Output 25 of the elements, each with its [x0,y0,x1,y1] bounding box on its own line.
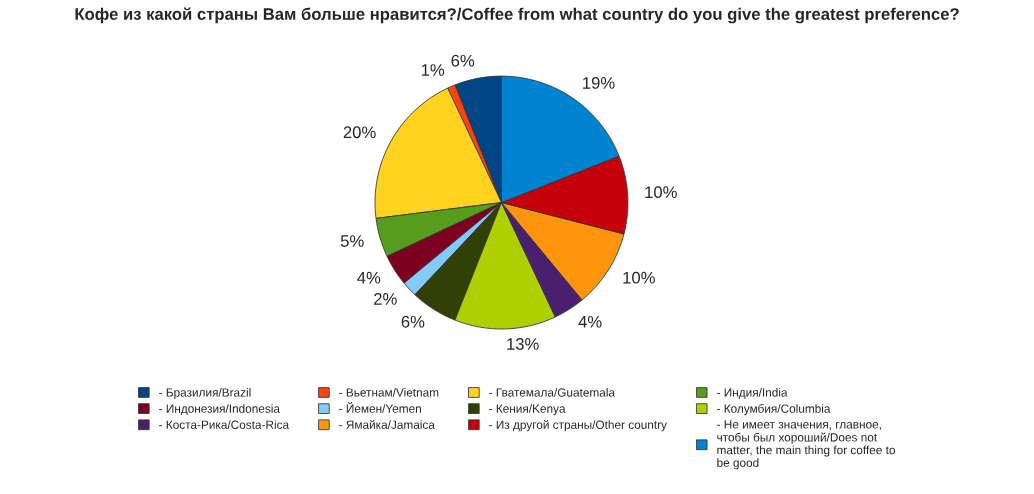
legend-label: - Вьетнам/Vietnam [339,387,439,397]
data-label: 4% [578,315,602,328]
data-label: 20% [343,126,376,139]
data-label: 19% [583,77,615,89]
legend-label: - Йемен/Yemen [339,402,421,413]
legend-label: - Не имеет значения, главное, чтобы был хороший/Does not matter, the main thing for coffee to be good [717,420,895,470]
data-label: 10% [645,186,677,199]
legend-label: - Бразилия/Brazil [159,387,251,399]
legend-label: - Индонезия/Indonesia [159,404,280,416]
legend-label: - Коста-Рика/Costa-Rica [159,420,290,429]
legend-label: - Кения/Kenya [489,404,566,416]
data-label: 6% [401,315,425,328]
legend-label: - Индия/India [717,387,788,399]
data-label: 10% [623,271,655,284]
data-label: 13% [507,338,539,350]
chart-title: Кофе из какой страны Вам больше нравится?/Coffee from what country do you give the greatest preference? [75,7,959,24]
legend-label: - Ямайка/Jamaica [339,420,435,429]
legend-label: - Колумбия/Columbia [717,404,831,416]
legend-label: - Гватемала/Guatemala [489,387,615,397]
data-label: 4% [357,271,381,284]
data-label: 5% [340,235,364,247]
data-label: 1% [421,64,445,76]
data-label: 6% [451,54,475,67]
legend-label: - Из другой страны/Other country [489,420,667,432]
data-label: 2% [374,293,397,305]
